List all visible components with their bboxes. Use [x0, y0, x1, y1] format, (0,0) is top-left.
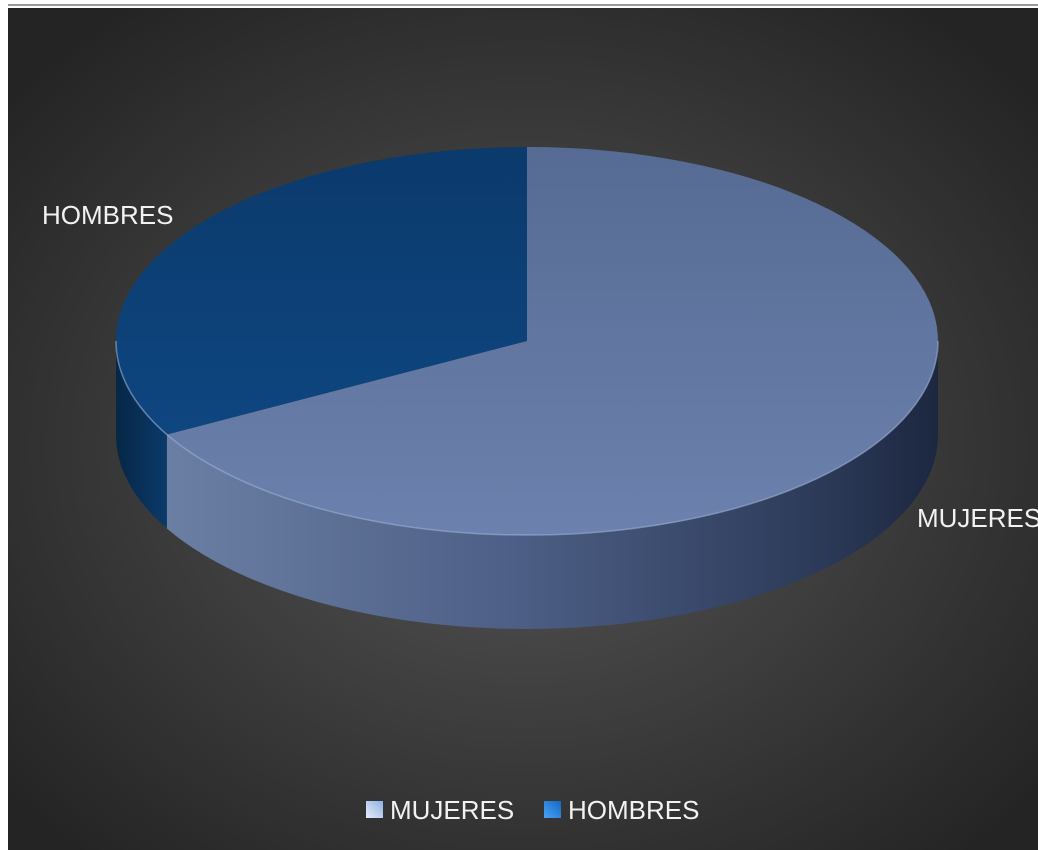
- pie-rim-highlight: [115, 340, 939, 536]
- legend-swatch-hombres: [544, 801, 561, 818]
- legend-label-hombres: HOMBRES: [568, 795, 699, 825]
- legend-swatch-mujeres: [366, 801, 383, 818]
- legend: MUJERES HOMBRES: [366, 795, 699, 825]
- pie-side-hombres: [116, 341, 167, 529]
- data-label-hombres: HOMBRES: [42, 200, 173, 230]
- pie-slice-hombres: [116, 147, 527, 435]
- data-label-mujeres: MUJERES: [917, 503, 1038, 533]
- legend-label-mujeres: MUJERES: [390, 795, 514, 825]
- pie-side-mujeres: [166, 341, 938, 629]
- top-divider: [8, 4, 1038, 6]
- pie-slice-mujeres: [166, 147, 938, 535]
